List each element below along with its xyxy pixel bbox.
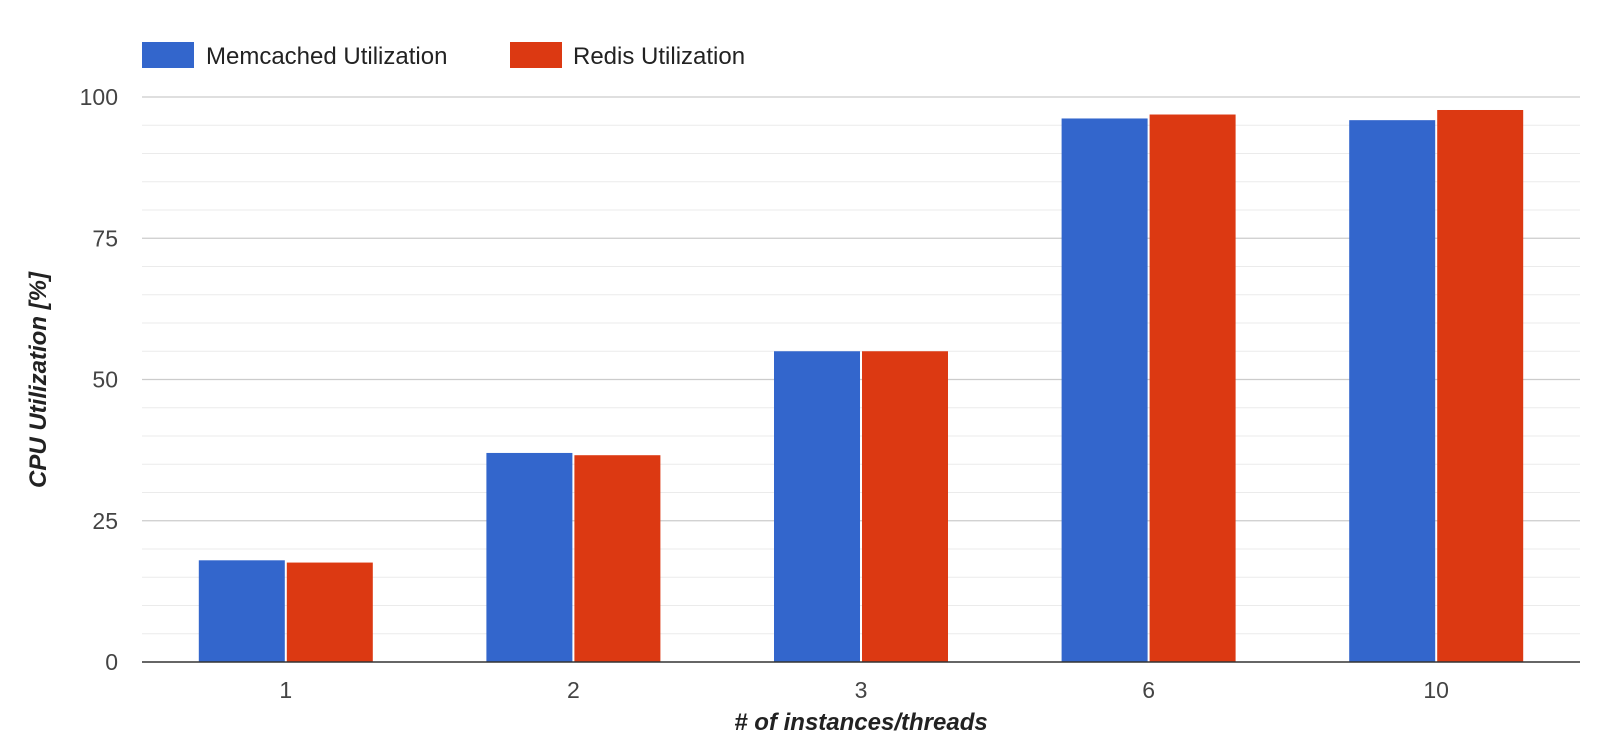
x-tick-label: 1: [279, 677, 292, 703]
bar-memcached-3[interactable]: [774, 351, 860, 662]
x-axis-ticks: 1 2 3 6 10: [279, 677, 1449, 703]
legend-item-redis[interactable]: Redis Utilization: [510, 42, 745, 70]
y-tick-label: 100: [80, 84, 118, 110]
bar-redis-1[interactable]: [286, 562, 373, 662]
x-tick-label: 3: [855, 677, 868, 703]
legend: Memcached Utilization Redis Utilization: [142, 42, 745, 70]
x-tick-label: 2: [567, 677, 580, 703]
y-tick-label: 50: [92, 367, 118, 393]
x-axis-title: # of instances/threads: [734, 709, 987, 736]
bars: [198, 109, 1524, 663]
bar-memcached-6[interactable]: [1061, 118, 1148, 663]
x-tick-label: 10: [1423, 677, 1449, 703]
legend-swatch-redis: [510, 42, 562, 68]
x-tick-label: 6: [1142, 677, 1155, 703]
legend-item-memcached[interactable]: Memcached Utilization: [142, 42, 447, 70]
bar-redis-6[interactable]: [1149, 114, 1236, 662]
bar-redis-3[interactable]: [862, 351, 948, 662]
bar-memcached-10[interactable]: [1349, 120, 1436, 663]
legend-swatch-memcached: [142, 42, 194, 68]
bar-memcached-1[interactable]: [198, 560, 285, 662]
y-tick-label: 25: [92, 508, 118, 534]
bar-memcached-2[interactable]: [486, 452, 573, 662]
y-axis-ticks: 0 25 50 75 100: [80, 84, 118, 675]
gridlines: [142, 96, 1580, 635]
bar-redis-10[interactable]: [1437, 109, 1524, 663]
legend-label-memcached: Memcached Utilization: [206, 43, 447, 70]
y-tick-label: 75: [92, 225, 118, 251]
y-tick-label: 0: [105, 649, 118, 675]
legend-label-redis: Redis Utilization: [573, 43, 745, 70]
bar-redis-2[interactable]: [574, 455, 661, 662]
y-axis-title: CPU Utilization [%]: [25, 271, 52, 488]
